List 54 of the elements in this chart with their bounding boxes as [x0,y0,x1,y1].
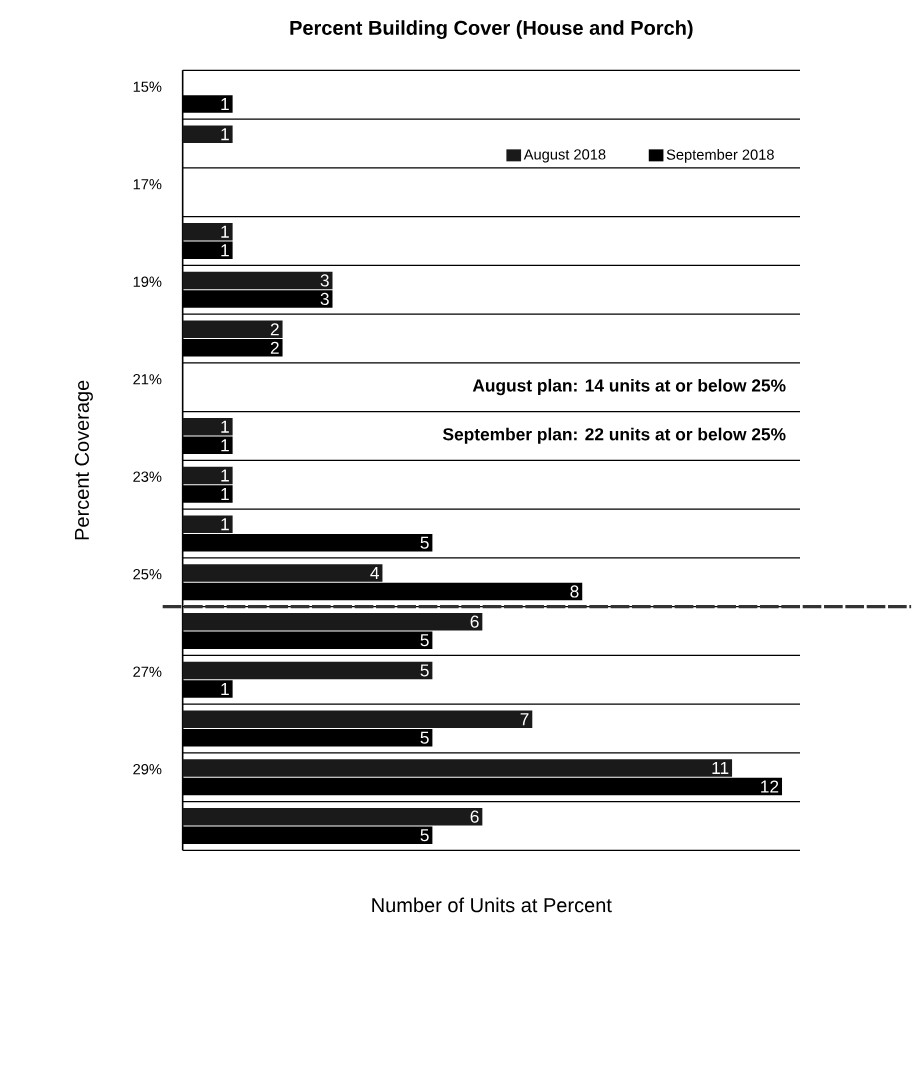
y-axis-title: Percent Coverage [74,380,93,540]
data-label: 5 [420,829,429,842]
data-label: 2 [270,323,279,336]
data-label: 6 [470,615,479,628]
bar [182,710,533,728]
annotation: September plan: 22 units at or below 25% [442,427,786,444]
data-label: 5 [420,664,429,677]
bar [182,612,483,631]
data-label: 5 [420,634,429,647]
y-tick-label: 17% [133,179,162,190]
data-label: 1 [221,420,229,433]
data-label: 1 [221,225,229,238]
bar [182,759,733,777]
data-label: 4 [370,566,380,579]
chart-title: Percent Building Cover (House and Porch) [290,20,693,39]
bar [182,125,233,143]
annotation: August plan: 14 units at or below 25% [472,378,786,396]
data-label: 2 [270,341,279,354]
y-tick-label: 15% [133,81,162,92]
y-tick-label: 23% [133,471,162,482]
y-tick-label: 27% [133,666,162,677]
bar [182,417,233,436]
y-tick-label: 21% [133,374,162,385]
data-label: 1 [221,683,229,695]
bar [182,466,233,485]
bar [182,564,383,582]
legend-label: September 2018 [666,149,774,163]
data-label: 11 [712,761,729,774]
data-label: 7 [520,713,529,726]
bar [182,661,433,680]
bar [182,515,233,533]
data-label: 1 [221,244,229,257]
bar [182,271,333,290]
data-label: 1 [221,518,229,531]
data-label: 3 [320,292,329,306]
data-label: 5 [420,731,429,744]
data-label: 8 [570,585,579,598]
data-label: 5 [420,536,429,549]
data-label: 1 [221,469,229,482]
data-label: 1 [221,488,229,500]
data-label: 1 [221,128,229,141]
data-label: 6 [470,810,479,823]
y-tick-label: 25% [133,569,162,580]
x-axis-title: Number of Units at Percent [372,897,612,913]
data-label: 1 [221,98,229,110]
data-label: 3 [320,274,329,287]
data-label: 1 [221,439,229,452]
y-tick-label: 29% [133,764,162,775]
y-tick-label: 19% [133,276,162,287]
legend-label: August 2018 [523,149,606,163]
bar [182,222,233,241]
bar [182,807,483,826]
data-label: 12 [761,780,779,793]
bar [182,320,283,338]
